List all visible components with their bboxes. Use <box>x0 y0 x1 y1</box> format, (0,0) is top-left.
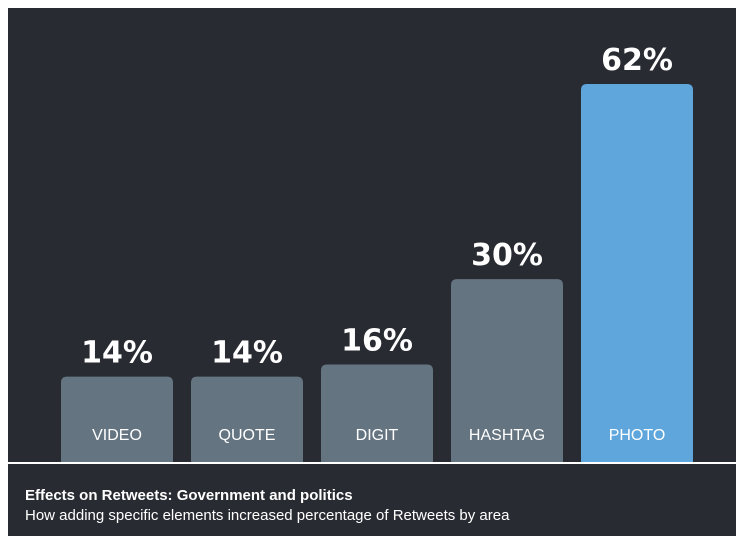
chart-baseline <box>8 462 736 464</box>
bar-digit <box>321 364 433 462</box>
category-label-hashtag: HASHTAG <box>469 427 545 444</box>
bar-photo <box>581 84 693 462</box>
category-label-quote: QUOTE <box>219 427 276 444</box>
value-label-photo: 62% <box>601 43 673 78</box>
chart-subtitle: How adding specific elements increased p… <box>25 507 510 524</box>
bar-video <box>61 376 173 462</box>
value-label-hashtag: 30% <box>471 238 543 273</box>
value-label-quote: 14% <box>211 336 283 371</box>
value-label-digit: 16% <box>341 323 413 358</box>
category-label-digit: DIGIT <box>356 427 399 444</box>
chart-card: VIDEO 14% QUOTE 14% DIGIT 16% HASHTAG 30% PHOTO 6… <box>8 8 736 536</box>
category-label-photo: PHOTO <box>609 427 666 444</box>
bar-hashtag <box>451 279 563 462</box>
bar-chart: VIDEO 14% QUOTE 14% DIGIT 16% HASHTAG 30% PHOTO 6… <box>61 43 693 462</box>
value-label-video: 14% <box>81 336 153 371</box>
chart-title: Effects on Retweets: Government and poli… <box>25 487 353 504</box>
category-label-video: VIDEO <box>92 427 142 444</box>
bar-quote <box>191 376 303 462</box>
